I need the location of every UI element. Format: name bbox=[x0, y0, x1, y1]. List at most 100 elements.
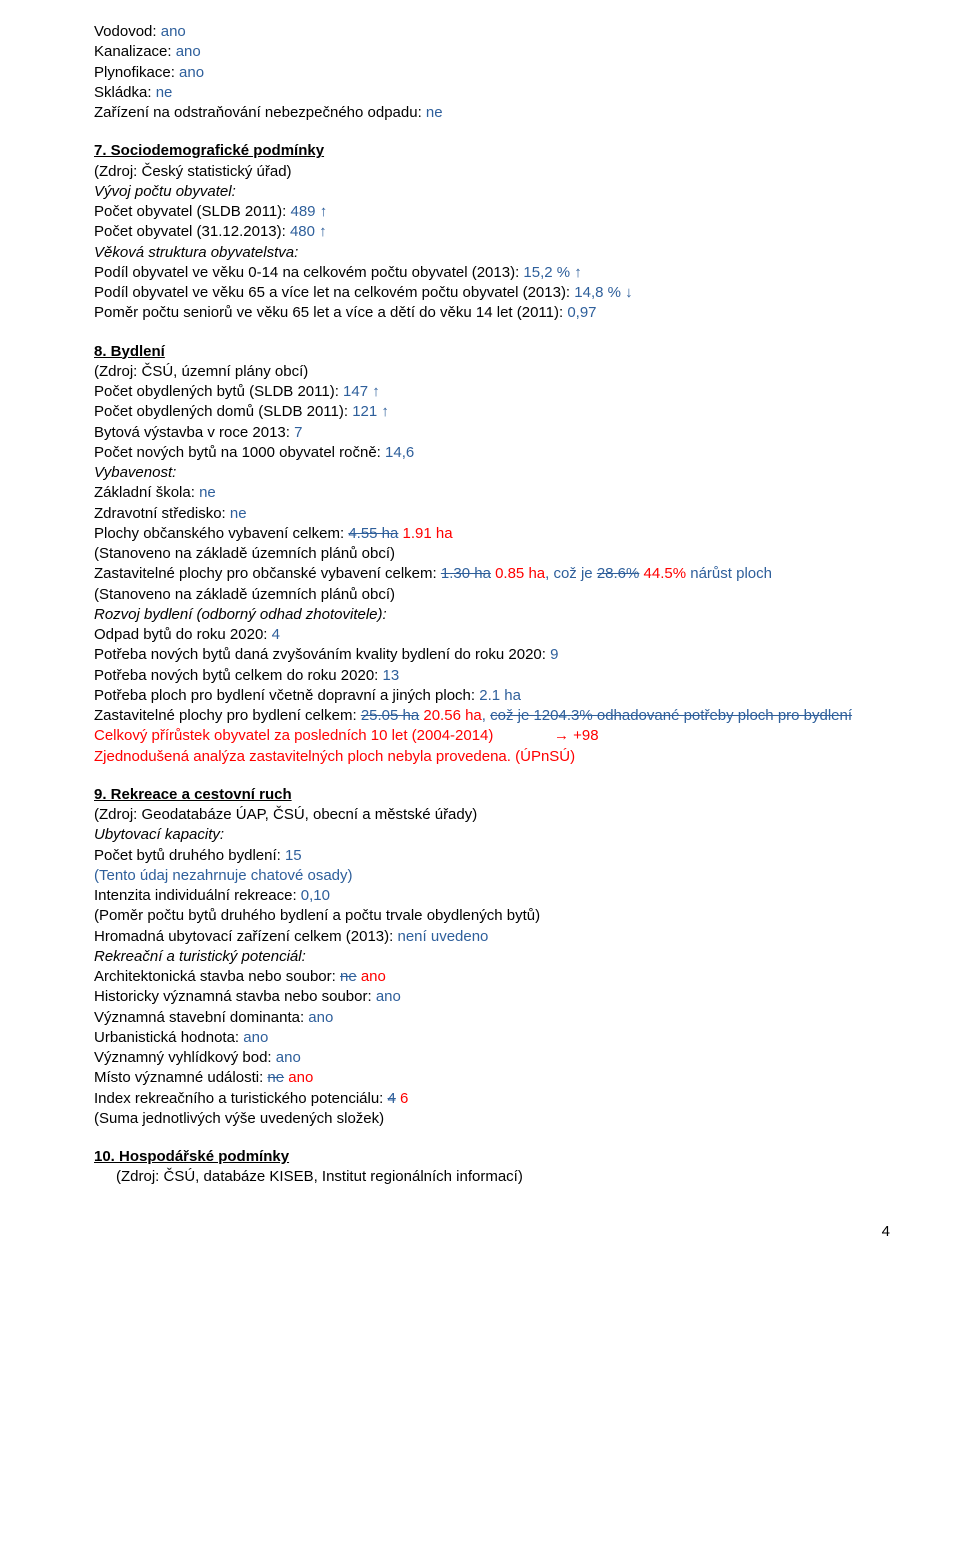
s9-line: Intenzita individuální rekreace: 0,10 bbox=[94, 886, 900, 906]
value: 15,2 % ↑ bbox=[523, 264, 581, 281]
s9-note: (Suma jednotlivých výše uvedených složek… bbox=[94, 1109, 900, 1129]
label: Historicky významná stavba nebo soubor: bbox=[94, 988, 376, 1005]
value: ano bbox=[161, 23, 186, 40]
value: +98 bbox=[573, 726, 598, 746]
value: ano bbox=[308, 1009, 333, 1026]
section-8-source: (Zdroj: ČSÚ, územní plány obcí) bbox=[94, 362, 900, 382]
intro-line: Kanalizace: ano bbox=[94, 42, 900, 62]
value: 7 bbox=[294, 424, 302, 441]
value: není uvedeno bbox=[397, 928, 488, 945]
s8-line: Počet nových bytů na 1000 obyvatel ročně… bbox=[94, 443, 900, 463]
label: Základní škola: bbox=[94, 484, 199, 501]
label: Skládka: bbox=[94, 84, 156, 101]
value: 13 bbox=[383, 667, 400, 684]
label: Významná stavební dominanta: bbox=[94, 1009, 308, 1026]
section-10-source: (Zdroj: ČSÚ, databáze KISEB, Institut re… bbox=[94, 1167, 900, 1187]
value: ano bbox=[179, 64, 204, 81]
value: ano bbox=[176, 43, 201, 60]
section-10-heading: 10. Hospodářské podmínky bbox=[94, 1147, 900, 1167]
label: Počet obyvatel (SLDB 2011): bbox=[94, 203, 291, 220]
value: 14,8 % ↓ bbox=[574, 284, 632, 301]
value: 0,97 bbox=[567, 304, 596, 321]
section-8-heading: 8. Bydlení bbox=[94, 342, 900, 362]
section-7-source: (Zdroj: Český statistický úřad) bbox=[94, 162, 900, 182]
label: Intenzita individuální rekreace: bbox=[94, 887, 301, 904]
old-value: 28.6% bbox=[597, 565, 640, 582]
intro-line: Zařízení na odstraňování nebezpečného od… bbox=[94, 103, 900, 123]
old-value: ne bbox=[267, 1069, 284, 1086]
old-value: 25.05 ha bbox=[361, 707, 419, 724]
s8-note: (Stanoveno na základě územních plánů obc… bbox=[94, 544, 900, 564]
label: Hromadná ubytovací zařízení celkem (2013… bbox=[94, 928, 397, 945]
s7-line: Podíl obyvatel ve věku 65 a více let na … bbox=[94, 283, 900, 303]
s9-line: Urbanistická hodnota: ano bbox=[94, 1028, 900, 1048]
label: Počet obydlených bytů (SLDB 2011): bbox=[94, 383, 343, 400]
s8-line: Bytová výstavba v roce 2013: 7 bbox=[94, 423, 900, 443]
s8-line: Potřeba ploch pro bydlení včetně dopravn… bbox=[94, 686, 900, 706]
label: Odpad bytů do roku 2020: bbox=[94, 626, 272, 643]
section-8-sub2: Rozvoj bydlení (odborný odhad zhotovitel… bbox=[94, 605, 900, 625]
value: ne bbox=[230, 505, 247, 522]
s9-note: (Poměr počtu bytů druhého bydlení a počt… bbox=[94, 906, 900, 926]
intro-line: Vodovod: ano bbox=[94, 22, 900, 42]
label: Zastavitelné plochy pro bydlení celkem: bbox=[94, 707, 361, 724]
intro-line: Plynofikace: ano bbox=[94, 63, 900, 83]
value: ano bbox=[376, 988, 401, 1005]
label: Počet nových bytů na 1000 obyvatel ročně… bbox=[94, 444, 385, 461]
s9-line: Historicky významná stavba nebo soubor: … bbox=[94, 987, 900, 1007]
s8-line: Počet obydlených domů (SLDB 2011): 121 ↑ bbox=[94, 402, 900, 422]
label: Zdravotní středisko: bbox=[94, 505, 230, 522]
s8-line: Zastavitelné plochy pro bydlení celkem: … bbox=[94, 706, 900, 726]
label: Potřeba nových bytů celkem do roku 2020: bbox=[94, 667, 383, 684]
label: Index rekreačního a turistického potenci… bbox=[94, 1090, 388, 1107]
arrow-icon: → bbox=[554, 726, 573, 746]
new-value: 0.85 ha bbox=[495, 565, 545, 582]
intro-line: Skládka: ne bbox=[94, 83, 900, 103]
s9-line: Index rekreačního a turistického potenci… bbox=[94, 1089, 900, 1109]
new-value: ano bbox=[288, 1069, 313, 1086]
s9-note: (Tento údaj nezahrnuje chatové osady) bbox=[94, 866, 900, 886]
value: ne bbox=[156, 84, 173, 101]
value: ne bbox=[426, 104, 443, 121]
value: 480 ↑ bbox=[290, 223, 327, 240]
label: Počet bytů druhého bydlení: bbox=[94, 847, 285, 864]
value: 0,10 bbox=[301, 887, 330, 904]
label: Zastavitelné plochy pro občanské vybaven… bbox=[94, 565, 441, 582]
label: Plynofikace: bbox=[94, 64, 179, 81]
value: 2.1 ha bbox=[479, 687, 521, 704]
label: Významný vyhlídkový bod: bbox=[94, 1049, 276, 1066]
txt: Zjednodušená analýza zastavitelných ploc… bbox=[94, 748, 511, 765]
s9-line: Významný vyhlídkový bod: ano bbox=[94, 1048, 900, 1068]
value: ano bbox=[276, 1049, 301, 1066]
label: Bytová výstavba v roce 2013: bbox=[94, 424, 294, 441]
label: Místo významné události: bbox=[94, 1069, 267, 1086]
label: Vodovod: bbox=[94, 23, 161, 40]
section-9-sub2: Rekreační a turistický potenciál: bbox=[94, 947, 900, 967]
label: Poměr počtu seniorů ve věku 65 let a víc… bbox=[94, 304, 567, 321]
s8-line: Základní škola: ne bbox=[94, 483, 900, 503]
old-value: 4 bbox=[388, 1090, 396, 1107]
value: ano bbox=[243, 1029, 268, 1046]
label: Kanalizace: bbox=[94, 43, 176, 60]
new-value: 44.5% bbox=[644, 565, 687, 582]
s7-line: Podíl obyvatel ve věku 0-14 na celkovém … bbox=[94, 263, 900, 283]
label: Počet obydlených domů (SLDB 2011): bbox=[94, 403, 352, 420]
new-value: 6 bbox=[400, 1090, 408, 1107]
txt: , bbox=[482, 707, 490, 724]
s8-line: Zjednodušená analýza zastavitelných ploc… bbox=[94, 747, 900, 767]
s8-note: (Stanoveno na základě územních plánů obc… bbox=[94, 585, 900, 605]
section-7-heading: 7. Sociodemografické podmínky bbox=[94, 141, 900, 161]
value: 147 ↑ bbox=[343, 383, 380, 400]
value: ne bbox=[199, 484, 216, 501]
new-value: 20.56 ha bbox=[423, 707, 481, 724]
s8-line: Plochy občanského vybavení celkem: 4.55 … bbox=[94, 524, 900, 544]
label: Urbanistická hodnota: bbox=[94, 1029, 243, 1046]
new-value: 1.91 ha bbox=[403, 525, 453, 542]
old-value: 4.55 ha bbox=[348, 525, 398, 542]
s9-line: Hromadná ubytovací zařízení celkem (2013… bbox=[94, 927, 900, 947]
s8-line: Zdravotní středisko: ne bbox=[94, 504, 900, 524]
s8-line: Potřeba nových bytů celkem do roku 2020:… bbox=[94, 666, 900, 686]
value: 14,6 bbox=[385, 444, 414, 461]
s9-line: Architektonická stavba nebo soubor: ne a… bbox=[94, 967, 900, 987]
section-9-source: (Zdroj: Geodatabáze ÚAP, ČSÚ, obecní a m… bbox=[94, 805, 900, 825]
